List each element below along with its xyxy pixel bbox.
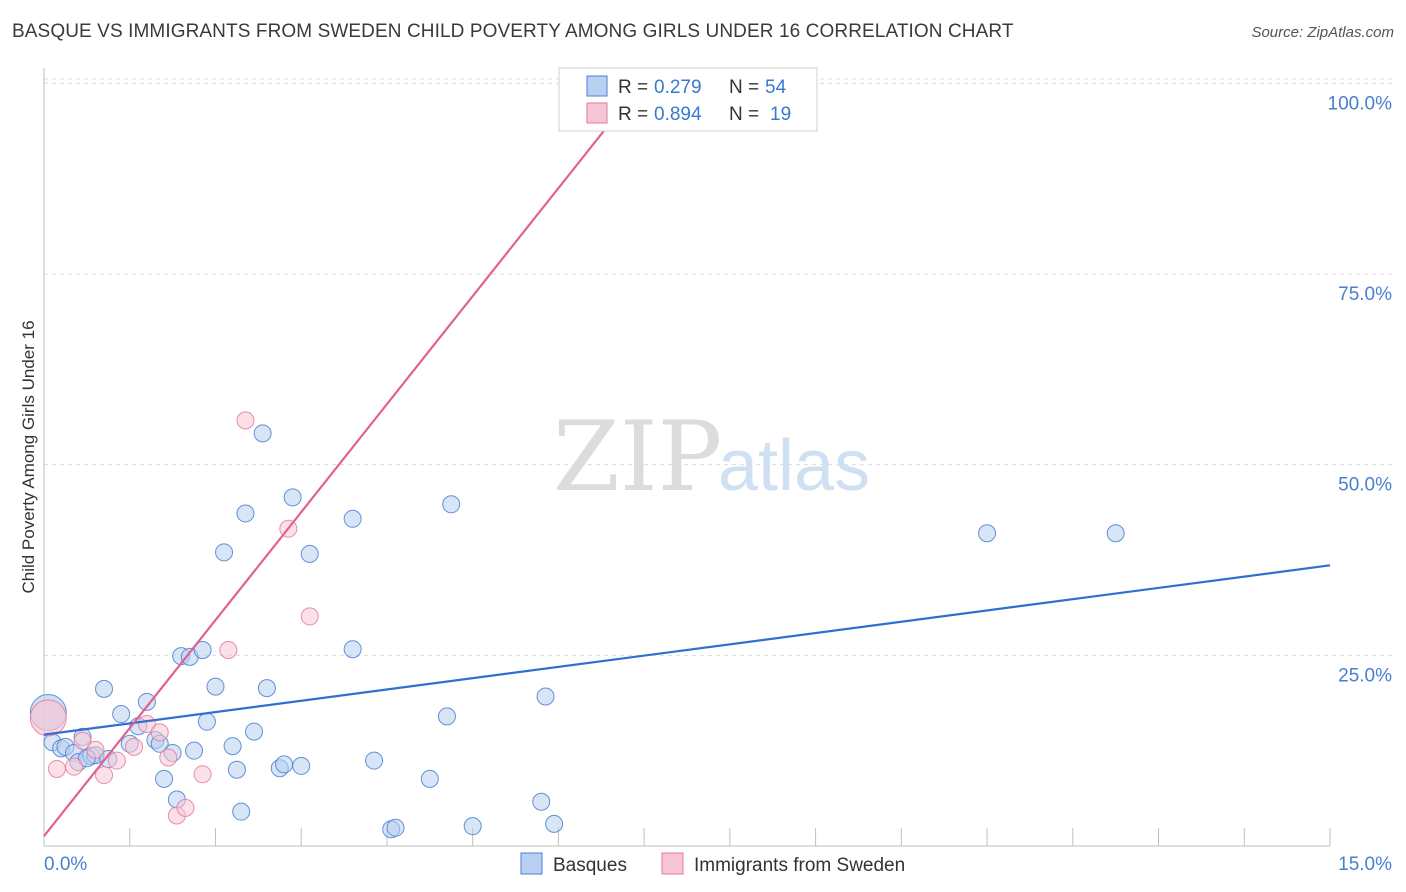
sweden-point-0 bbox=[29, 699, 67, 737]
basques-point-36 bbox=[283, 488, 302, 507]
basques-point-33 bbox=[257, 679, 276, 698]
basques-point-37 bbox=[292, 756, 311, 775]
legend-swatch-basques bbox=[586, 75, 608, 97]
basques-point-38 bbox=[300, 544, 319, 563]
bottom-legend-label-basques: Basques bbox=[553, 855, 627, 876]
chart-title: BASQUE VS IMMIGRANTS FROM SWEDEN CHILD P… bbox=[12, 21, 1014, 42]
basques-point-32 bbox=[253, 424, 272, 443]
x-ticks bbox=[129, 828, 1331, 846]
stats-legend: R = 0.279 N = 54 R = 0.894 N = 19 bbox=[558, 67, 818, 132]
basques-point-46 bbox=[442, 495, 461, 514]
y-tick-label-50: 50.0% bbox=[1338, 475, 1392, 496]
y-tick-labels: 25.0% 50.0% 75.0% 100.0% bbox=[1328, 93, 1393, 686]
legend-n-label-sweden: N = bbox=[729, 104, 759, 125]
source-credit: Source: ZipAtlas.com bbox=[1251, 24, 1394, 41]
basques-point-39 bbox=[343, 640, 362, 659]
basques-point-31 bbox=[245, 722, 264, 741]
basques-point-40 bbox=[343, 509, 362, 528]
sweden-point-14 bbox=[219, 640, 238, 659]
basques-point-44 bbox=[420, 769, 439, 788]
legend-n-value-basques: 54 bbox=[765, 77, 787, 98]
basques-point-26 bbox=[215, 543, 234, 562]
basques-point-11 bbox=[112, 705, 131, 724]
legend-n-label-basques: N = bbox=[729, 77, 759, 98]
legend-r-value-sweden: 0.894 bbox=[654, 104, 702, 125]
basques-point-50 bbox=[545, 814, 564, 833]
basques-point-29 bbox=[232, 802, 251, 821]
sweden-point-17 bbox=[300, 607, 319, 626]
basques-point-25 bbox=[206, 677, 225, 696]
basques-point-45 bbox=[437, 707, 456, 726]
sweden-point-3 bbox=[73, 731, 92, 750]
y-axis-title: Child Poverty Among Girls Under 16 bbox=[19, 320, 38, 593]
y-tick-label-100: 100.0% bbox=[1328, 93, 1393, 114]
basques-point-51 bbox=[978, 524, 997, 543]
basques-point-27 bbox=[223, 737, 242, 756]
basques-point-23 bbox=[193, 640, 212, 659]
basques-point-28 bbox=[227, 760, 246, 779]
y-tick-label-75: 75.0% bbox=[1338, 284, 1392, 305]
bottom-legend-label-sweden: Immigrants from Sweden bbox=[694, 855, 905, 876]
sweden-point-15 bbox=[236, 411, 255, 430]
sweden-trend-line bbox=[43, 79, 645, 837]
basques-point-52 bbox=[1106, 524, 1125, 543]
sweden-point-2 bbox=[65, 757, 84, 776]
sweden-point-5 bbox=[95, 766, 114, 785]
trend-lines bbox=[43, 79, 1331, 837]
sweden-point-10 bbox=[159, 748, 178, 767]
basques-point-24 bbox=[197, 712, 216, 731]
watermark-atlas: atlas bbox=[718, 426, 870, 506]
sweden-point-4 bbox=[86, 740, 105, 759]
basques-point-17 bbox=[155, 769, 174, 788]
series-basques-points bbox=[29, 424, 1125, 839]
sweden-point-6 bbox=[107, 751, 126, 770]
basques-point-35 bbox=[275, 755, 294, 774]
legend-r-label-sweden: R = bbox=[618, 104, 648, 125]
legend-swatch-sweden bbox=[586, 102, 608, 124]
basques-point-47 bbox=[463, 817, 482, 836]
sweden-point-1 bbox=[47, 759, 66, 778]
sweden-point-9 bbox=[150, 723, 169, 742]
legend-r-value-basques: 0.279 bbox=[654, 77, 702, 98]
basques-point-14 bbox=[137, 692, 156, 711]
y-tick-label-25: 25.0% bbox=[1338, 665, 1392, 686]
basques-point-41 bbox=[365, 751, 384, 770]
basques-trend-line bbox=[43, 564, 1331, 736]
sweden-point-13 bbox=[193, 765, 212, 784]
basques-point-30 bbox=[236, 504, 255, 523]
bottom-legend-swatch-basques bbox=[520, 852, 543, 875]
basques-point-9 bbox=[95, 679, 114, 698]
series-legend: Basques Immigrants from Sweden bbox=[520, 852, 905, 876]
sweden-point-7 bbox=[125, 737, 144, 756]
x-tick-label-max: 15.0% bbox=[1338, 854, 1392, 875]
watermark-zip: ZIP bbox=[553, 401, 722, 513]
x-tick-label-min: 0.0% bbox=[44, 854, 87, 875]
legend-r-label-basques: R = bbox=[618, 77, 648, 98]
basques-point-49 bbox=[536, 687, 555, 706]
legend-n-value-sweden: 19 bbox=[770, 104, 791, 125]
bottom-legend-swatch-sweden bbox=[661, 852, 684, 875]
sweden-point-12 bbox=[176, 798, 195, 817]
basques-point-48 bbox=[532, 792, 551, 811]
basques-point-22 bbox=[185, 741, 204, 760]
gridlines bbox=[44, 78, 1392, 656]
basques-point-43 bbox=[386, 818, 405, 837]
